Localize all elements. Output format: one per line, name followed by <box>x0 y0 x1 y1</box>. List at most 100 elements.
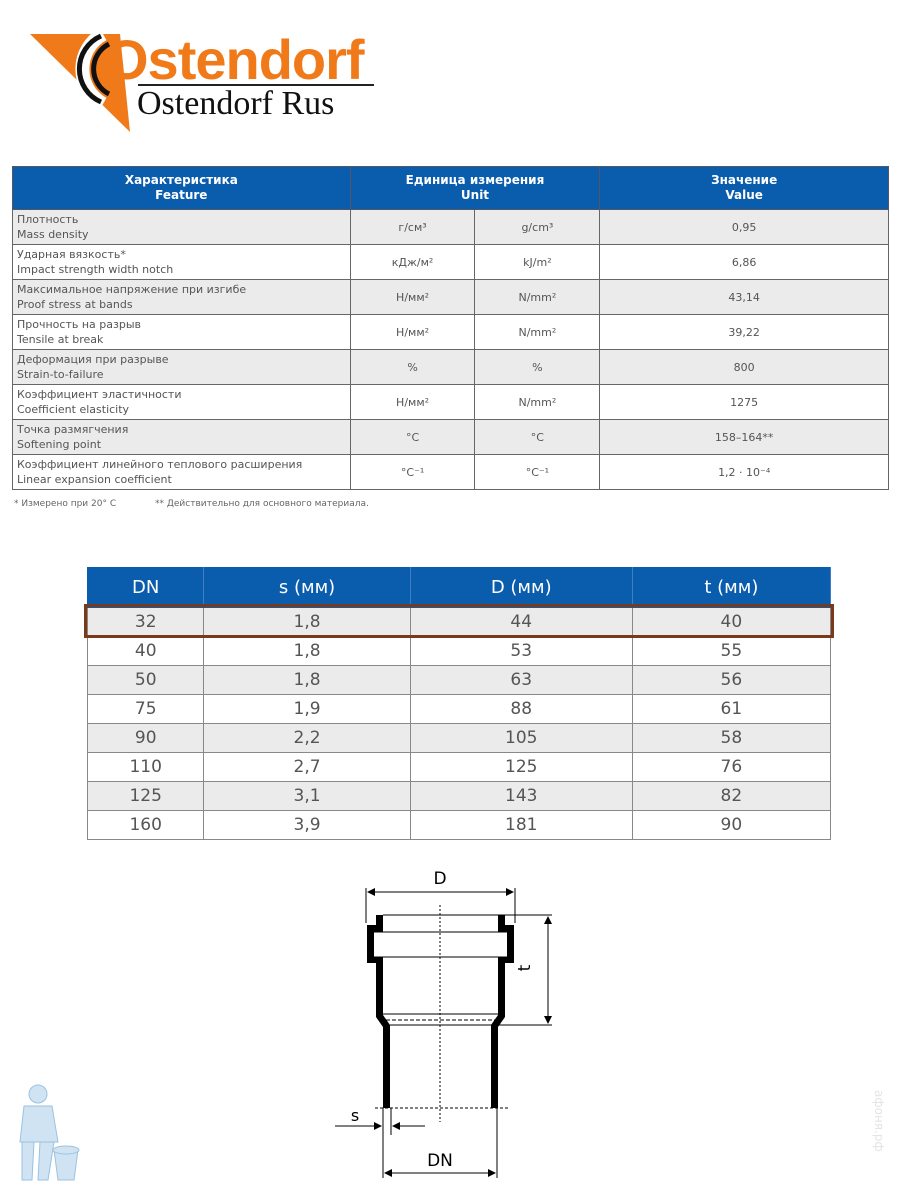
value-cell: 43,14 <box>599 279 889 315</box>
sizes-row: 110 2,7 125 76 <box>86 752 832 782</box>
value-cell: 6,86 <box>599 244 889 280</box>
properties-row: Деформация при разрыве Strain-to-failure … <box>12 349 889 385</box>
pipe-wall-left <box>367 915 390 1108</box>
unit-ru-cell: °C <box>349 419 476 455</box>
d-cell: 143 <box>409 781 633 811</box>
footnote-1: * Измерено при 20° C <box>14 499 117 509</box>
d-cell: 125 <box>409 752 633 782</box>
t-cell: 90 <box>631 810 832 840</box>
d-cell: 88 <box>409 694 633 724</box>
dn-cell: 110 <box>86 752 205 782</box>
t-cell: 58 <box>631 723 832 753</box>
properties-header-row: Характеристика Feature Единица измерения U… <box>12 166 889 210</box>
unit-en-cell: kJ/m² <box>474 244 601 280</box>
s-cell: 2,7 <box>203 752 411 782</box>
unit-en-cell: g/cm³ <box>474 209 601 245</box>
s-cell: 1,9 <box>203 694 411 724</box>
unit-en-cell: N/mm² <box>474 314 601 350</box>
logo-mark-icon <box>30 27 130 132</box>
s-cell: 3,9 <box>203 810 411 840</box>
t-cell: 56 <box>631 665 832 695</box>
d-cell: 181 <box>409 810 633 840</box>
feature-cell: Плотность Mass density <box>12 209 351 245</box>
feature-cell: Максимальное напряжение при изгибе Proof … <box>12 279 351 315</box>
unit-ru-cell: Н/мм² <box>349 384 476 420</box>
dn-cell: 160 <box>86 810 205 840</box>
value-cell: 1275 <box>599 384 889 420</box>
unit-en-cell: °C <box>474 419 601 455</box>
value-cell: 158–164** <box>599 419 889 455</box>
dn-cell: 90 <box>86 723 205 753</box>
sizes-row: 32 1,8 44 40 <box>86 607 832 637</box>
d-cell: 63 <box>409 665 633 695</box>
s-cell: 1,8 <box>203 665 411 695</box>
dn-cell: 40 <box>86 636 205 666</box>
header-value: Значение Value <box>599 166 889 210</box>
feature-cell: Коэффициент эластичности Coefficient elas… <box>12 384 351 420</box>
unit-en-cell: N/mm² <box>474 279 601 315</box>
t-cell: 40 <box>631 607 832 637</box>
properties-row: Точка размягчения Softening point °C °C 1… <box>12 419 889 455</box>
logo-subtitle: Ostendorf Rus <box>137 85 335 122</box>
header-t: t (мм) <box>631 567 832 608</box>
dn-cell: 32 <box>86 607 205 637</box>
t-cell: 55 <box>631 636 832 666</box>
unit-ru-cell: % <box>349 349 476 385</box>
watermark: афоня.рф <box>872 1090 886 1152</box>
properties-table: Характеристика Feature Единица измерения U… <box>12 166 889 490</box>
properties-row: Ударная вязкость* Impact strength width n… <box>12 244 889 280</box>
header-dn: DN <box>86 567 205 608</box>
header-unit: Единица измерения Unit <box>349 166 601 210</box>
header-s: s (мм) <box>203 567 411 608</box>
feature-cell: Точка размягчения Softening point <box>12 419 351 455</box>
feature-cell: Ударная вязкость* Impact strength width n… <box>12 244 351 280</box>
dn-cell: 75 <box>86 694 205 724</box>
unit-ru-cell: °C⁻¹ <box>349 454 476 490</box>
unit-ru-cell: Н/мм² <box>349 279 476 315</box>
sizes-row: 40 1,8 53 55 <box>86 636 832 666</box>
logo-brand: Ostendorf <box>105 28 365 91</box>
sizes-row: 90 2,2 105 58 <box>86 723 832 753</box>
sizes-row: 75 1,9 88 61 <box>86 694 832 724</box>
unit-ru-cell: Н/мм² <box>349 314 476 350</box>
t-cell: 82 <box>631 781 832 811</box>
value-cell: 1,2 · 10⁻⁴ <box>599 454 889 490</box>
s-cell: 1,8 <box>203 607 411 637</box>
t-cell: 76 <box>631 752 832 782</box>
header-d: D (мм) <box>409 567 633 608</box>
value-cell: 800 <box>599 349 889 385</box>
properties-row: Максимальное напряжение при изгибе Proof … <box>12 279 889 315</box>
pipe-wall-right <box>491 915 514 1108</box>
dn-cell: 50 <box>86 665 205 695</box>
logo-divider <box>138 84 374 86</box>
unit-en-cell: °C⁻¹ <box>474 454 601 490</box>
label-dn: DN <box>427 1151 453 1171</box>
d-cell: 53 <box>409 636 633 666</box>
pipe-socket-diagram: D t s DN <box>335 869 552 1178</box>
dn-cell: 125 <box>86 781 205 811</box>
label-t: t <box>515 964 535 971</box>
feature-cell: Коэффициент линейного теплового расширен… <box>12 454 351 490</box>
ostendorf-logo: Ostendorf Ostendorf Rus <box>25 22 385 137</box>
unit-en-cell: % <box>474 349 601 385</box>
s-cell: 1,8 <box>203 636 411 666</box>
sizes-row: 50 1,8 63 56 <box>86 665 832 695</box>
properties-row: Плотность Mass density г/см³ g/cm³ 0,95 <box>12 209 889 245</box>
unit-ru-cell: г/см³ <box>349 209 476 245</box>
s-cell: 2,2 <box>203 723 411 753</box>
footnote-2: ** Действительно для основного материала… <box>155 499 369 509</box>
unit-en-cell: N/mm² <box>474 384 601 420</box>
unit-ru-cell: кДж/м² <box>349 244 476 280</box>
sizes-header-row: DN s (мм) D (мм) t (мм) <box>86 567 832 608</box>
sizes-row: 125 3,1 143 82 <box>86 781 832 811</box>
value-cell: 39,22 <box>599 314 889 350</box>
properties-row: Коэффициент линейного теплового расширен… <box>12 454 889 490</box>
plumber-mascot-icon <box>19 1084 80 1181</box>
header-feature: Характеристика Feature <box>12 166 351 210</box>
sizes-table: DN s (мм) D (мм) t (мм) 32 1,8 44 40 40 1,8 53… <box>86 567 832 840</box>
value-cell: 0,95 <box>599 209 889 245</box>
label-s: s <box>351 1106 359 1125</box>
highlighted-row-frame <box>84 604 834 638</box>
d-cell: 105 <box>409 723 633 753</box>
